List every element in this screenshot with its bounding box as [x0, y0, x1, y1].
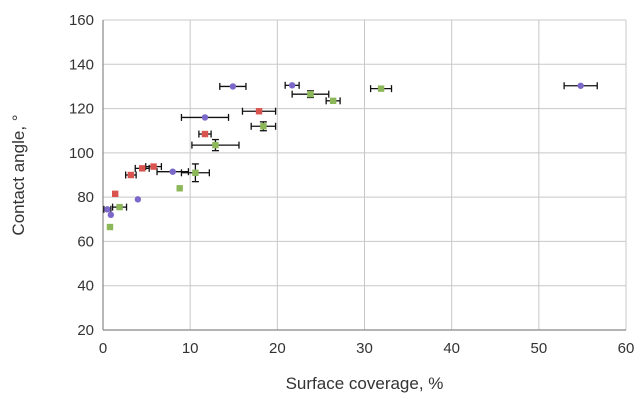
y-tick-label: 140 [69, 56, 94, 73]
data-point [192, 169, 199, 176]
data-point [377, 85, 385, 92]
error-bars [103, 81, 598, 213]
data-point [201, 114, 209, 121]
data-point [106, 223, 114, 231]
data-point [169, 168, 176, 175]
data-point [116, 203, 123, 211]
data-points [104, 82, 584, 231]
y-tick-label: 60 [77, 233, 94, 250]
data-point [104, 206, 111, 213]
data-point [577, 82, 584, 89]
x-tick-label: 40 [443, 340, 460, 357]
y-tick-label: 40 [77, 278, 94, 295]
x-tick-label: 50 [530, 340, 547, 357]
grid-lines [102, 19, 627, 331]
x-tick-label: 10 [182, 340, 199, 357]
y-tick-label: 100 [69, 145, 94, 162]
data-point [229, 83, 237, 90]
data-point [150, 163, 157, 170]
y-tick-label: 120 [69, 101, 94, 118]
data-point [260, 123, 267, 130]
tick-labels: 0 10 20 30 40 50 60 20 40 60 80 100 120 140 160 [69, 12, 634, 357]
data-point [107, 211, 115, 219]
data-point [201, 130, 209, 138]
data-point [255, 108, 263, 115]
y-tick-label: 160 [69, 12, 94, 29]
x-tick-label: 20 [269, 340, 286, 357]
x-axis-title: Surface coverage, % [286, 374, 444, 393]
axes [102, 20, 626, 331]
x-tick-label: 0 [99, 340, 107, 357]
x-tick-label: 30 [356, 340, 373, 357]
data-point [112, 190, 119, 198]
data-point [329, 97, 337, 105]
data-point [127, 171, 135, 179]
data-point [134, 196, 142, 203]
data-point [176, 185, 183, 192]
y-tick-label: 80 [77, 189, 94, 206]
data-point [307, 90, 314, 98]
y-tick-label: 20 [77, 322, 94, 339]
data-point [288, 82, 296, 89]
y-axis-title: Contact angle, ° [9, 114, 28, 235]
data-point [212, 141, 219, 149]
x-tick-label: 60 [618, 340, 635, 357]
data-point [139, 165, 146, 172]
